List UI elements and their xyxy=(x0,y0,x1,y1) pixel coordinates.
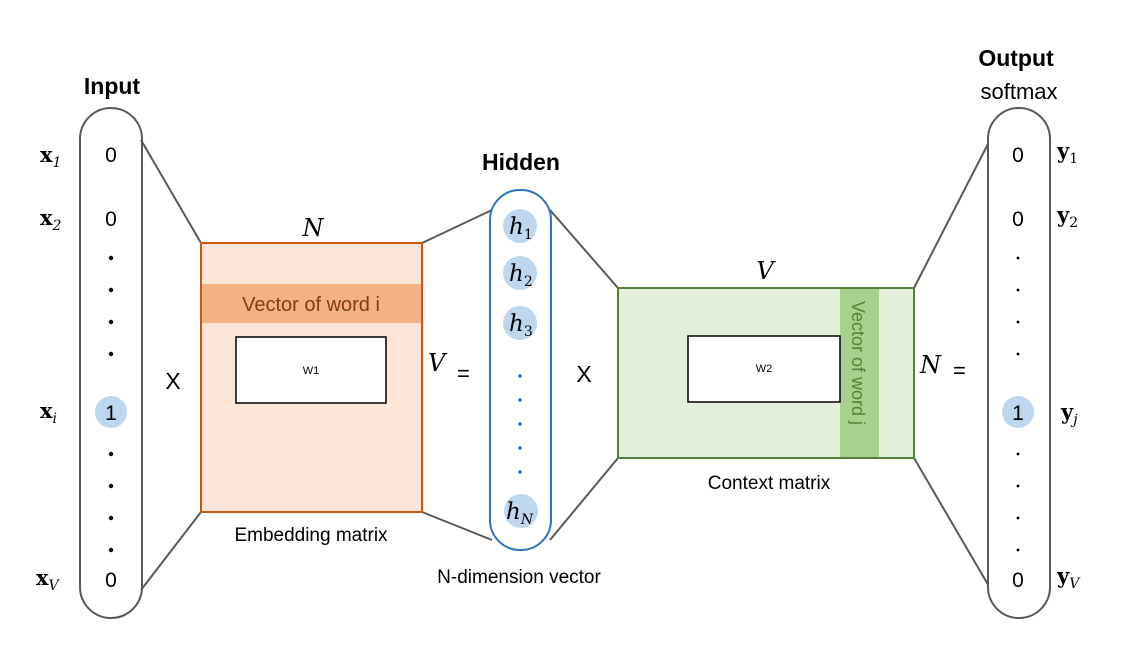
output-value-1: 0 xyxy=(1012,144,1024,167)
context-side-dim-label: N xyxy=(919,351,942,379)
input-label-xV: xV xyxy=(36,565,61,594)
hidden-unit-circle-1 xyxy=(503,209,537,243)
input-value-V: 0 xyxy=(105,569,117,592)
context-band-label: Vector of word j xyxy=(848,301,868,425)
output-title: Output xyxy=(978,45,1054,71)
input-label-x1: x1 xyxy=(40,142,61,171)
hidden-unit-2: h2 xyxy=(509,261,533,290)
context-caption: Context matrix xyxy=(708,473,831,494)
input-value-2: 0 xyxy=(105,208,117,231)
embedding-caption: Embedding matrix xyxy=(234,525,388,546)
times-operator-2: X xyxy=(576,361,591,387)
embedding-side-dim-label: V xyxy=(428,349,448,377)
input-label-xi: xi xyxy=(40,398,57,427)
hidden-title: Hidden xyxy=(482,149,560,175)
hidden-unit-circle-N xyxy=(504,494,538,528)
w2-box xyxy=(687,335,841,403)
embedding-top-dim-label: N xyxy=(302,214,325,242)
output-value-V: 0 xyxy=(1012,569,1024,592)
equals-operator-2: = xyxy=(953,358,966,383)
output-label-y2: y2 xyxy=(1056,202,1078,231)
input-label-x2: x2 xyxy=(40,205,62,234)
hidden-unit-3: h3 xyxy=(509,311,533,340)
output-vector-capsule xyxy=(987,107,1051,619)
output-hot-circle xyxy=(1002,396,1034,428)
embedding-word-band xyxy=(202,284,421,323)
hidden-unit-circle-3 xyxy=(503,306,537,340)
w1-label: W1 xyxy=(303,365,320,377)
output-ellipsis-dots xyxy=(1016,256,1020,552)
embedding-band-label: Vector of word i xyxy=(242,294,380,316)
hidden-ellipsis-dots xyxy=(518,374,522,474)
input-value-1: 0 xyxy=(105,144,117,167)
hidden-unit-N: hN xyxy=(506,499,534,528)
connector-lines xyxy=(140,139,991,591)
context-top-dim-label: V xyxy=(756,257,776,285)
output-subtitle: softmax xyxy=(980,79,1057,104)
input-title: Input xyxy=(84,73,141,99)
hidden-unit-1: h1 xyxy=(509,214,533,243)
output-value-2: 0 xyxy=(1012,208,1024,231)
output-label-yV: yV xyxy=(1056,563,1081,592)
context-word-band xyxy=(840,289,879,457)
output-value-j: 1 xyxy=(1012,402,1024,425)
equals-operator-1: = xyxy=(457,361,470,386)
hidden-unit-circle-2 xyxy=(503,256,537,290)
hidden-caption: N-dimension vector xyxy=(437,567,601,588)
times-operator-1: X xyxy=(165,368,180,394)
input-hot-circle xyxy=(95,396,127,428)
output-label-yj: yj xyxy=(1060,399,1078,428)
input-value-i: 1 xyxy=(105,402,117,425)
w2-label: W2 xyxy=(756,363,773,375)
input-ellipsis-dots xyxy=(108,255,114,553)
w1-box xyxy=(235,336,387,404)
output-label-y1: y1 xyxy=(1056,138,1078,167)
input-vector-capsule xyxy=(79,107,143,619)
